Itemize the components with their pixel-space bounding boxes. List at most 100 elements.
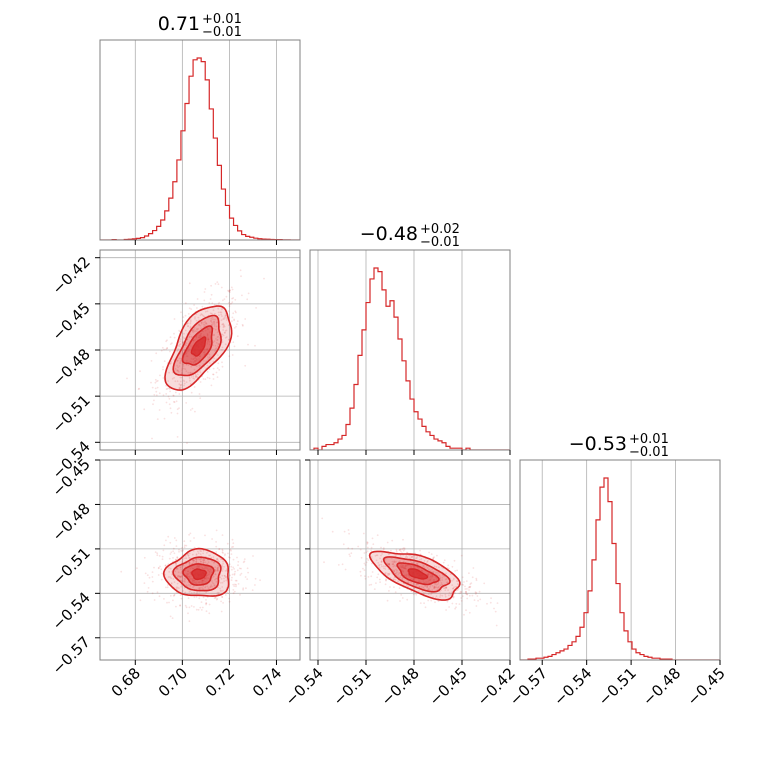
- scatter-point: [212, 318, 215, 321]
- scatter-point: [239, 574, 242, 576]
- scatter-point: [231, 546, 233, 548]
- scatter-point: [431, 575, 434, 578]
- scatter-point: [453, 577, 455, 580]
- scatter-point: [221, 333, 224, 336]
- scatter-point: [213, 357, 216, 360]
- scatter-point: [211, 316, 214, 319]
- scatter-point: [209, 568, 212, 570]
- scatter-point: [169, 390, 172, 393]
- scatter-point: [194, 410, 196, 413]
- scatter-point: [387, 563, 389, 566]
- scatter-point: [341, 563, 344, 566]
- scatter-point: [204, 577, 207, 580]
- scatter-point: [221, 566, 224, 568]
- scatter-point: [187, 364, 190, 367]
- scatter-point: [391, 539, 394, 542]
- scatter-point: [224, 314, 227, 317]
- scatter-point: [205, 610, 208, 613]
- scatter-point: [206, 347, 209, 350]
- scatter-point: [218, 548, 221, 550]
- scatter-point: [182, 365, 185, 368]
- scatter-point: [168, 397, 171, 400]
- scatter-point: [197, 564, 200, 567]
- scatter-point: [213, 325, 216, 327]
- scatter-point: [378, 567, 381, 569]
- scatter-point: [216, 557, 219, 560]
- scatter-point: [423, 587, 425, 589]
- scatter-point: [440, 581, 443, 584]
- scatter-point: [417, 590, 420, 592]
- scatter-point: [435, 586, 438, 588]
- scatter-point: [433, 585, 436, 588]
- scatter-point: [180, 372, 183, 375]
- scatter-point: [212, 344, 214, 347]
- scatter-point: [204, 320, 207, 323]
- scatter-point: [195, 581, 198, 583]
- scatter-point: [180, 376, 183, 379]
- scatter-point: [365, 551, 368, 554]
- scatter-point: [423, 581, 425, 584]
- scatter-point: [213, 334, 216, 337]
- scatter-point: [227, 310, 230, 312]
- scatter-point: [178, 362, 181, 364]
- scatter-point: [198, 324, 201, 326]
- scatter-point: [220, 610, 223, 613]
- scatter-point: [205, 591, 208, 594]
- scatter-point: [388, 564, 391, 567]
- scatter-point: [165, 401, 168, 404]
- scatter-point: [426, 588, 429, 591]
- scatter-point: [254, 584, 256, 586]
- scatter-point: [451, 565, 454, 568]
- scatter-point: [182, 580, 184, 583]
- scatter-point: [200, 564, 203, 567]
- scatter-point: [202, 560, 205, 563]
- scatter-point: [254, 344, 256, 347]
- scatter-point: [386, 572, 389, 575]
- scatter-point: [185, 606, 188, 609]
- scatter-point: [439, 576, 441, 579]
- scatter-point: [193, 368, 196, 371]
- scatter-point: [179, 385, 182, 387]
- scatter-point: [181, 547, 184, 549]
- scatter-point: [195, 319, 198, 322]
- scatter-point: [177, 366, 180, 369]
- scatter-point: [206, 342, 209, 345]
- scatter-point: [206, 348, 208, 351]
- scatter-point: [175, 562, 178, 565]
- scatter-point: [188, 336, 191, 339]
- scatter-point: [434, 601, 436, 604]
- scatter-point: [441, 579, 444, 581]
- scatter-point: [206, 563, 209, 565]
- scatter-point: [225, 317, 228, 319]
- scatter-point: [203, 360, 205, 362]
- scatter-point: [206, 574, 209, 577]
- scatter-point: [210, 319, 212, 322]
- scatter-point: [232, 312, 235, 315]
- histogram-panel-3: −0.57 −0.54 −0.51 −0.48 −0.45: [506, 459, 729, 709]
- scatter-point: [223, 554, 226, 557]
- scatter-point: [215, 529, 218, 532]
- scatter-point: [225, 319, 228, 321]
- scatter-point: [213, 322, 215, 324]
- scatter-point: [184, 368, 187, 370]
- scatter-point: [393, 564, 396, 567]
- scatter-point: [176, 380, 179, 383]
- scatter-point: [178, 587, 180, 590]
- scatter-point: [180, 572, 183, 574]
- scatter-point: [223, 566, 225, 568]
- scatter-point: [163, 360, 166, 363]
- scatter-point: [178, 550, 180, 553]
- scatter-point: [181, 320, 184, 322]
- scatter-point: [378, 563, 381, 566]
- scatter-point: [160, 568, 163, 571]
- scatter-point: [136, 567, 138, 570]
- scatter-point: [178, 345, 181, 348]
- scatter-point: [197, 566, 199, 569]
- scatter-point: [420, 585, 423, 588]
- scatter-point: [207, 338, 210, 341]
- scatter-point: [415, 593, 418, 596]
- scatter-point: [182, 363, 185, 366]
- scatter-point: [403, 567, 405, 570]
- scatter-point: [206, 364, 209, 367]
- scatter-point: [216, 345, 219, 347]
